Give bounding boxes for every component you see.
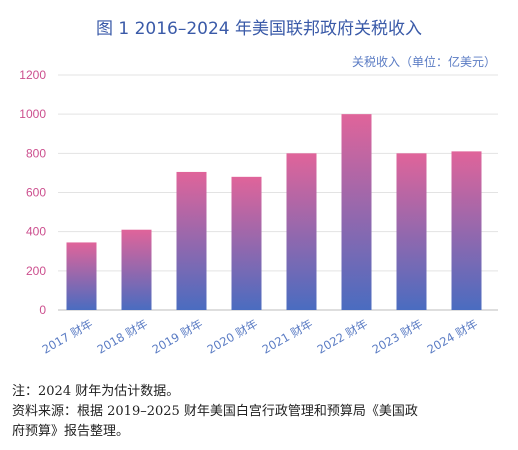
y-tick-label: 1200 bbox=[19, 68, 46, 82]
bar bbox=[66, 242, 97, 310]
y-tick-label: 400 bbox=[26, 225, 46, 239]
bar bbox=[176, 171, 207, 310]
bar bbox=[231, 176, 262, 310]
x-tick-label: 2019 财年 bbox=[150, 316, 205, 356]
x-axis-ticks: 2017 财年 2018 财年 2019 财年 2020 财年 2021 财年 2022 … bbox=[40, 316, 480, 356]
note-estimate: 注：2024 财年为估计数据。 bbox=[12, 384, 180, 399]
y-tick-label: 800 bbox=[26, 146, 46, 160]
x-tick-label: 2018 财年 bbox=[95, 316, 150, 356]
x-tick-label: 2022 财年 bbox=[315, 316, 370, 356]
bars bbox=[66, 114, 482, 311]
note-source: 资料来源：根据 2019–2025 财年美国白宫行政管理和预算局《美国政 bbox=[12, 404, 418, 419]
bar bbox=[451, 151, 482, 310]
bar bbox=[341, 114, 372, 311]
bar bbox=[121, 229, 152, 310]
y-tick-label: 600 bbox=[26, 186, 46, 200]
y-tick-label: 200 bbox=[26, 264, 46, 278]
y-axis-ticks: 0 200 400 600 800 1000 1200 bbox=[19, 68, 46, 317]
x-tick-label: 2017 财年 bbox=[40, 316, 95, 356]
x-tick-label: 2023 财年 bbox=[370, 316, 425, 356]
x-tick-label: 2021 财年 bbox=[260, 316, 315, 356]
y-axis-label: 关税收入（单位：亿美元） bbox=[352, 54, 496, 69]
y-tick-label: 1000 bbox=[19, 107, 46, 121]
footnotes: 注：2024 财年为估计数据。 资料来源：根据 2019–2025 财年美国白宫… bbox=[12, 382, 512, 442]
bar bbox=[396, 153, 427, 310]
x-tick-label: 2024 财年 bbox=[425, 316, 480, 356]
bar bbox=[286, 153, 317, 310]
x-tick-label: 2020 财年 bbox=[205, 316, 260, 356]
y-tick-label: 0 bbox=[39, 303, 46, 317]
note-source-cont: 府预算》报告整理。 bbox=[12, 424, 130, 439]
bar-chart: 0 200 400 600 800 1000 1200 2017 财年 2018 财年 2019… bbox=[19, 54, 498, 357]
chart-title: 图 1 2016–2024 年美国联邦政府关税收入 bbox=[95, 19, 423, 39]
